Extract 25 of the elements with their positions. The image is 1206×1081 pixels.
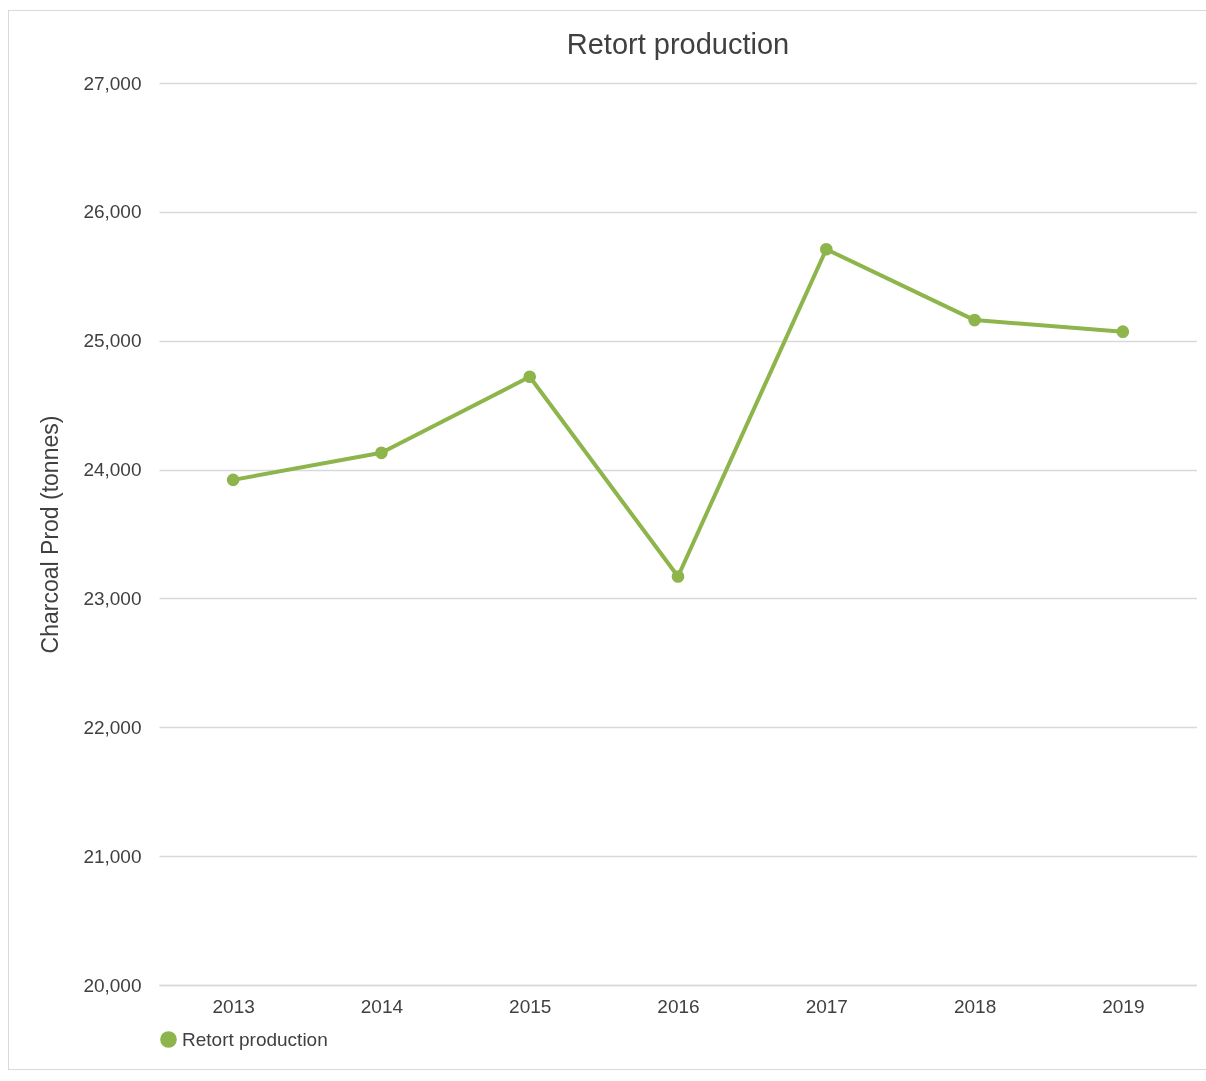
y-tick-label: 22,000 xyxy=(83,716,142,738)
y-tick-label: 20,000 xyxy=(83,974,142,996)
point xyxy=(819,242,833,256)
y-tick-label: 25,000 xyxy=(83,330,142,352)
x-tick-label: 2019 xyxy=(1102,995,1145,1017)
y-tick-label: 27,000 xyxy=(83,72,142,94)
point xyxy=(671,570,685,583)
x-tick-label: 2013 xyxy=(212,995,255,1017)
chart-title: Retort production xyxy=(566,28,790,60)
point xyxy=(968,313,981,327)
y-tick-label: 23,000 xyxy=(83,587,142,609)
y-tick-label: 21,000 xyxy=(83,845,142,867)
point xyxy=(226,473,240,487)
point xyxy=(1116,325,1130,339)
y-tick-label: 24,000 xyxy=(83,459,142,481)
legend-label: Retort production xyxy=(182,1028,328,1050)
point xyxy=(375,446,388,460)
point xyxy=(523,370,537,384)
x-tick-label: 2014 xyxy=(360,995,404,1017)
x-tick-label: 2016 xyxy=(657,995,700,1017)
y-tick-label: 26,000 xyxy=(83,201,142,223)
x-tick-label: 2018 xyxy=(953,995,997,1017)
x-tick-label: 2017 xyxy=(805,995,848,1017)
y-axis-title: Charcoal Prod (tonnes) xyxy=(37,415,64,654)
x-tick-label: 2015 xyxy=(509,995,552,1017)
